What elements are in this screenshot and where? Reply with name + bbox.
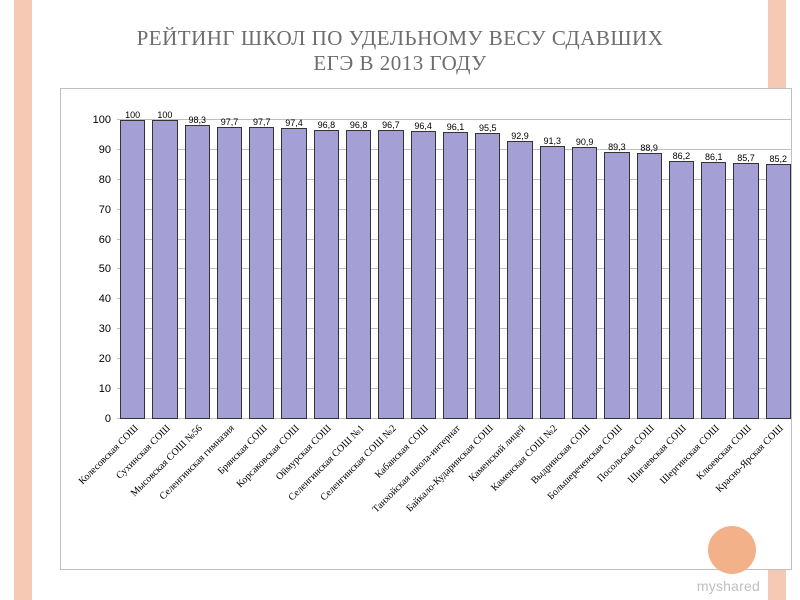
bar-slot: 98,3 bbox=[185, 105, 210, 419]
bar-slot: 96,1 bbox=[443, 105, 468, 419]
x-label-cell: Селенгинская гимназия bbox=[217, 419, 242, 559]
bar-value-label: 96,8 bbox=[350, 120, 368, 130]
bar-value-label: 90,9 bbox=[576, 137, 594, 147]
bar-slot: 95,5 bbox=[475, 105, 500, 419]
bar bbox=[540, 146, 565, 419]
x-label-cell: Шигаевская СОШ bbox=[669, 419, 694, 559]
bar bbox=[314, 130, 339, 419]
watermark: myshared bbox=[697, 578, 760, 594]
bar-value-label: 96,1 bbox=[447, 122, 465, 132]
bar-slot: 92,9 bbox=[507, 105, 532, 419]
y-tick-label: 30 bbox=[81, 323, 111, 335]
bar-value-label: 91,3 bbox=[544, 136, 562, 146]
x-label-cell: Красно-Ярская СОШ bbox=[766, 419, 791, 559]
y-tick-label: 20 bbox=[81, 353, 111, 365]
bar-value-label: 100 bbox=[157, 110, 172, 120]
x-label-cell: Брянская СОШ bbox=[249, 419, 274, 559]
bar-value-label: 85,7 bbox=[737, 153, 755, 163]
x-label-cell: Большереченская СОШ bbox=[604, 419, 629, 559]
bar bbox=[443, 132, 468, 419]
bar bbox=[669, 161, 694, 419]
bar bbox=[733, 163, 758, 419]
bar-slot: 85,7 bbox=[733, 105, 758, 419]
x-label-cell: Мысовская СОШ №56 bbox=[185, 419, 210, 559]
bar-value-label: 96,8 bbox=[318, 120, 336, 130]
bar-value-label: 96,7 bbox=[382, 120, 400, 130]
bar-value-label: 88,9 bbox=[640, 143, 658, 153]
bar bbox=[120, 120, 145, 419]
bar-slot: 97,7 bbox=[249, 105, 274, 419]
y-tick-label: 100 bbox=[81, 114, 111, 126]
x-label-cell: Танхойская школа-интернат bbox=[443, 419, 468, 559]
bar bbox=[411, 131, 436, 419]
bar bbox=[346, 130, 371, 419]
y-tick-label: 90 bbox=[81, 144, 111, 156]
bar-slot: 88,9 bbox=[637, 105, 662, 419]
bar bbox=[572, 147, 597, 419]
bar-value-label: 95,5 bbox=[479, 123, 497, 133]
bar-value-label: 96,4 bbox=[414, 121, 432, 131]
bar-chart: 0 10 20 30 40 50 60 70 80 90 100 100 100 98,3 97,7 97,7… bbox=[60, 88, 792, 570]
bar-value-label: 89,3 bbox=[608, 142, 626, 152]
decor-stripe-left bbox=[14, 0, 32, 600]
bar-value-label: 97,4 bbox=[285, 118, 303, 128]
bar-value-label: 85,2 bbox=[770, 154, 788, 164]
y-tick-label: 10 bbox=[81, 383, 111, 395]
bar-slot: 86,1 bbox=[701, 105, 726, 419]
slide-title: РЕЙТИНГ ШКОЛ ПО УДЕЛЬНОМУ ВЕСУ СДАВШИХ Е… bbox=[0, 26, 800, 76]
y-tick-label: 70 bbox=[81, 204, 111, 216]
y-tick-label: 60 bbox=[81, 234, 111, 246]
bar bbox=[281, 128, 306, 419]
bar bbox=[604, 152, 629, 419]
bar-slot: 96,8 bbox=[346, 105, 371, 419]
bar bbox=[475, 133, 500, 419]
bar-slot: 90,9 bbox=[572, 105, 597, 419]
x-label-cell: Селенгинская СОШ №1 bbox=[346, 419, 371, 559]
bar-value-label: 86,2 bbox=[673, 151, 691, 161]
bar-slot: 96,8 bbox=[314, 105, 339, 419]
bar-slot: 96,4 bbox=[411, 105, 436, 419]
bar bbox=[766, 164, 791, 419]
bar-value-label: 92,9 bbox=[511, 131, 529, 141]
bar bbox=[701, 162, 726, 419]
bar bbox=[185, 125, 210, 419]
bar-slot: 91,3 bbox=[540, 105, 565, 419]
x-tick-label: Колесовская СОШ bbox=[76, 423, 140, 487]
bars-row: 100 100 98,3 97,7 97,7 97,4 96,8 96,8 96,7 96,4 96… bbox=[117, 105, 791, 419]
bar-slot: 97,4 bbox=[281, 105, 306, 419]
decor-circle bbox=[708, 526, 756, 574]
bar-slot: 97,7 bbox=[217, 105, 242, 419]
bar-slot: 85,2 bbox=[766, 105, 791, 419]
y-tick-label: 0 bbox=[81, 413, 111, 425]
bar-value-label: 86,1 bbox=[705, 152, 723, 162]
bar bbox=[249, 127, 274, 419]
bar bbox=[217, 127, 242, 419]
x-label-cell: Посольская СОШ bbox=[637, 419, 662, 559]
bar-slot: 100 bbox=[152, 105, 177, 419]
x-label-cell: Каменский лицей bbox=[507, 419, 532, 559]
bar-value-label: 100 bbox=[125, 110, 140, 120]
bar-slot: 89,3 bbox=[604, 105, 629, 419]
bar-slot: 100 bbox=[120, 105, 145, 419]
slide: { "title": "РЕЙТИНГ ШКОЛ ПО УДЕЛЬНОМУ ВЕ… bbox=[0, 0, 800, 600]
y-tick-label: 50 bbox=[81, 263, 111, 275]
x-labels: Колесовская СОШСухинская СОШМысовская СО… bbox=[117, 419, 791, 559]
bar-value-label: 97,7 bbox=[253, 117, 271, 127]
bar-value-label: 97,7 bbox=[221, 117, 239, 127]
y-tick-label: 40 bbox=[81, 293, 111, 305]
plot-area: 010203040506070809010010010098,397,797,7… bbox=[117, 105, 791, 419]
bar bbox=[152, 120, 177, 419]
y-tick-label: 80 bbox=[81, 174, 111, 186]
bar bbox=[507, 141, 532, 419]
x-label-cell: Выдринская СОШ bbox=[572, 419, 597, 559]
bar-slot: 96,7 bbox=[378, 105, 403, 419]
bar bbox=[378, 130, 403, 419]
bar-slot: 86,2 bbox=[669, 105, 694, 419]
bar bbox=[637, 153, 662, 419]
bar-value-label: 98,3 bbox=[188, 115, 206, 125]
